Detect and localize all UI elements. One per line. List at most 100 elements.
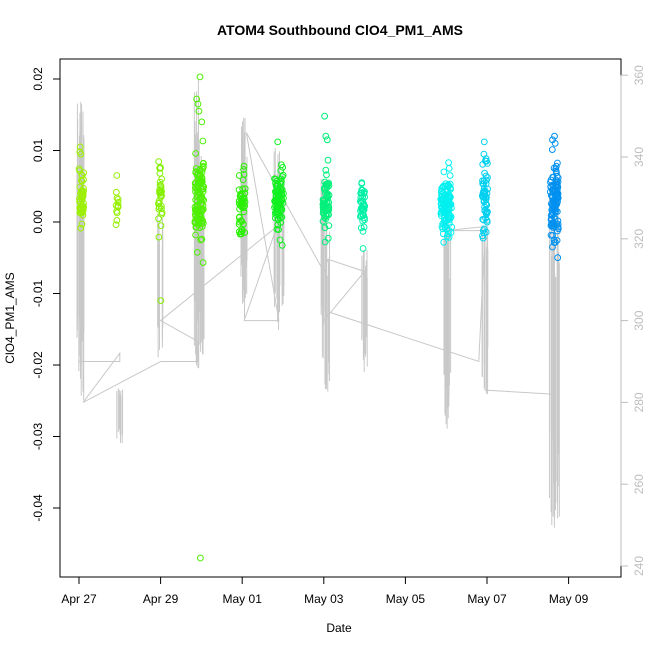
data-point xyxy=(548,146,556,154)
data-point-outlier xyxy=(445,165,453,172)
data-point xyxy=(438,191,446,199)
data-point xyxy=(79,204,87,212)
data-point-outlier xyxy=(278,161,285,169)
data-point xyxy=(554,193,562,200)
data-point xyxy=(155,158,163,166)
x-tick-label: May 05 xyxy=(386,592,426,606)
data-point-outlier xyxy=(550,236,558,244)
data-point xyxy=(322,181,330,188)
data-point-outlier xyxy=(321,112,329,120)
data-point xyxy=(113,217,121,224)
data-point xyxy=(156,181,164,189)
data-point xyxy=(77,224,85,232)
data-point xyxy=(193,249,201,256)
data-point-outlier xyxy=(238,225,246,233)
data-point xyxy=(192,231,200,239)
data-point xyxy=(444,182,452,190)
data-point xyxy=(323,192,331,200)
x-axis: Apr 27 Apr 29 May 01 May 03 May 05 May 07 May … xyxy=(61,576,589,606)
data-point xyxy=(441,202,449,210)
data-point xyxy=(195,207,203,214)
y-axis-left: 0.02 0.01 0.00 -0.01 -0.02 -0.03 -0.04 xyxy=(31,67,61,522)
data-point xyxy=(438,223,446,231)
data-point xyxy=(75,165,83,173)
x-axis-label: Date xyxy=(326,621,352,635)
data-point xyxy=(114,199,122,206)
data-point xyxy=(440,238,448,246)
data-point xyxy=(319,201,327,208)
data-point-outlier xyxy=(440,168,448,176)
data-point xyxy=(192,207,200,215)
data-point-outlier xyxy=(198,118,206,126)
data-point xyxy=(554,254,562,262)
data-point xyxy=(554,195,562,203)
data-point xyxy=(156,178,164,186)
data-point xyxy=(199,259,207,267)
data-point xyxy=(553,169,560,177)
data-point xyxy=(273,225,281,233)
data-point xyxy=(274,221,282,229)
data-point xyxy=(191,217,199,225)
y-left-tick-label: -0.03 xyxy=(31,423,45,451)
data-point xyxy=(360,200,368,208)
data-point xyxy=(550,239,558,246)
y-left-tick-label: 0.01 xyxy=(31,138,45,162)
chart-title: ATOM4 Southbound ClO4_PM1_AMS xyxy=(217,22,463,38)
data-point-outlier xyxy=(196,73,204,81)
data-point xyxy=(156,186,163,194)
data-point xyxy=(359,193,367,201)
data-point xyxy=(199,182,207,190)
data-point-outlier xyxy=(113,172,121,179)
data-point-outlier xyxy=(276,236,284,244)
data-point xyxy=(272,192,280,200)
data-point xyxy=(237,230,245,238)
data-point-outlier xyxy=(480,138,488,146)
data-point xyxy=(273,182,281,190)
y-axis-label: ClO4_PM1_AMS xyxy=(3,272,17,363)
data-point xyxy=(157,185,165,193)
data-point xyxy=(192,213,200,220)
data-point xyxy=(237,193,245,201)
data-point-outlier xyxy=(157,297,165,305)
data-point xyxy=(552,187,559,194)
gray-track-line xyxy=(79,132,555,403)
data-point xyxy=(277,196,285,204)
data-point xyxy=(241,189,249,197)
data-point xyxy=(360,223,368,231)
data-point xyxy=(112,221,120,229)
data-point xyxy=(194,182,202,189)
data-point xyxy=(155,203,163,211)
data-point xyxy=(235,172,243,179)
data-point xyxy=(241,185,249,193)
data-point xyxy=(480,197,488,204)
data-point xyxy=(548,206,556,214)
data-point-outlier xyxy=(240,162,248,170)
y-left-tick-label: -0.01 xyxy=(31,280,45,308)
data-point-outlier xyxy=(551,132,558,140)
data-point xyxy=(554,159,561,167)
data-point xyxy=(444,213,452,221)
data-point xyxy=(239,176,247,184)
data-point xyxy=(199,137,207,145)
data-point xyxy=(198,206,206,214)
data-point xyxy=(325,206,333,214)
data-point xyxy=(480,180,487,188)
data-point xyxy=(547,183,555,191)
data-point xyxy=(549,186,556,194)
data-point xyxy=(319,196,327,204)
y-right-tick-label: 300 xyxy=(632,310,646,330)
data-point-outlier xyxy=(480,150,488,158)
data-point-outlier xyxy=(197,554,204,562)
plot-frame xyxy=(59,58,622,578)
x-tick-label: May 07 xyxy=(467,592,507,606)
y-right-tick-label: 360 xyxy=(632,65,646,85)
data-point xyxy=(240,166,248,173)
y-right-tick-label: 240 xyxy=(632,556,646,576)
data-point xyxy=(359,197,366,205)
data-point xyxy=(319,209,327,217)
data-point-outlier xyxy=(197,236,205,244)
data-point-outlier xyxy=(321,224,329,232)
data-point xyxy=(480,177,488,185)
data-point xyxy=(479,234,487,242)
data-point xyxy=(114,195,122,203)
